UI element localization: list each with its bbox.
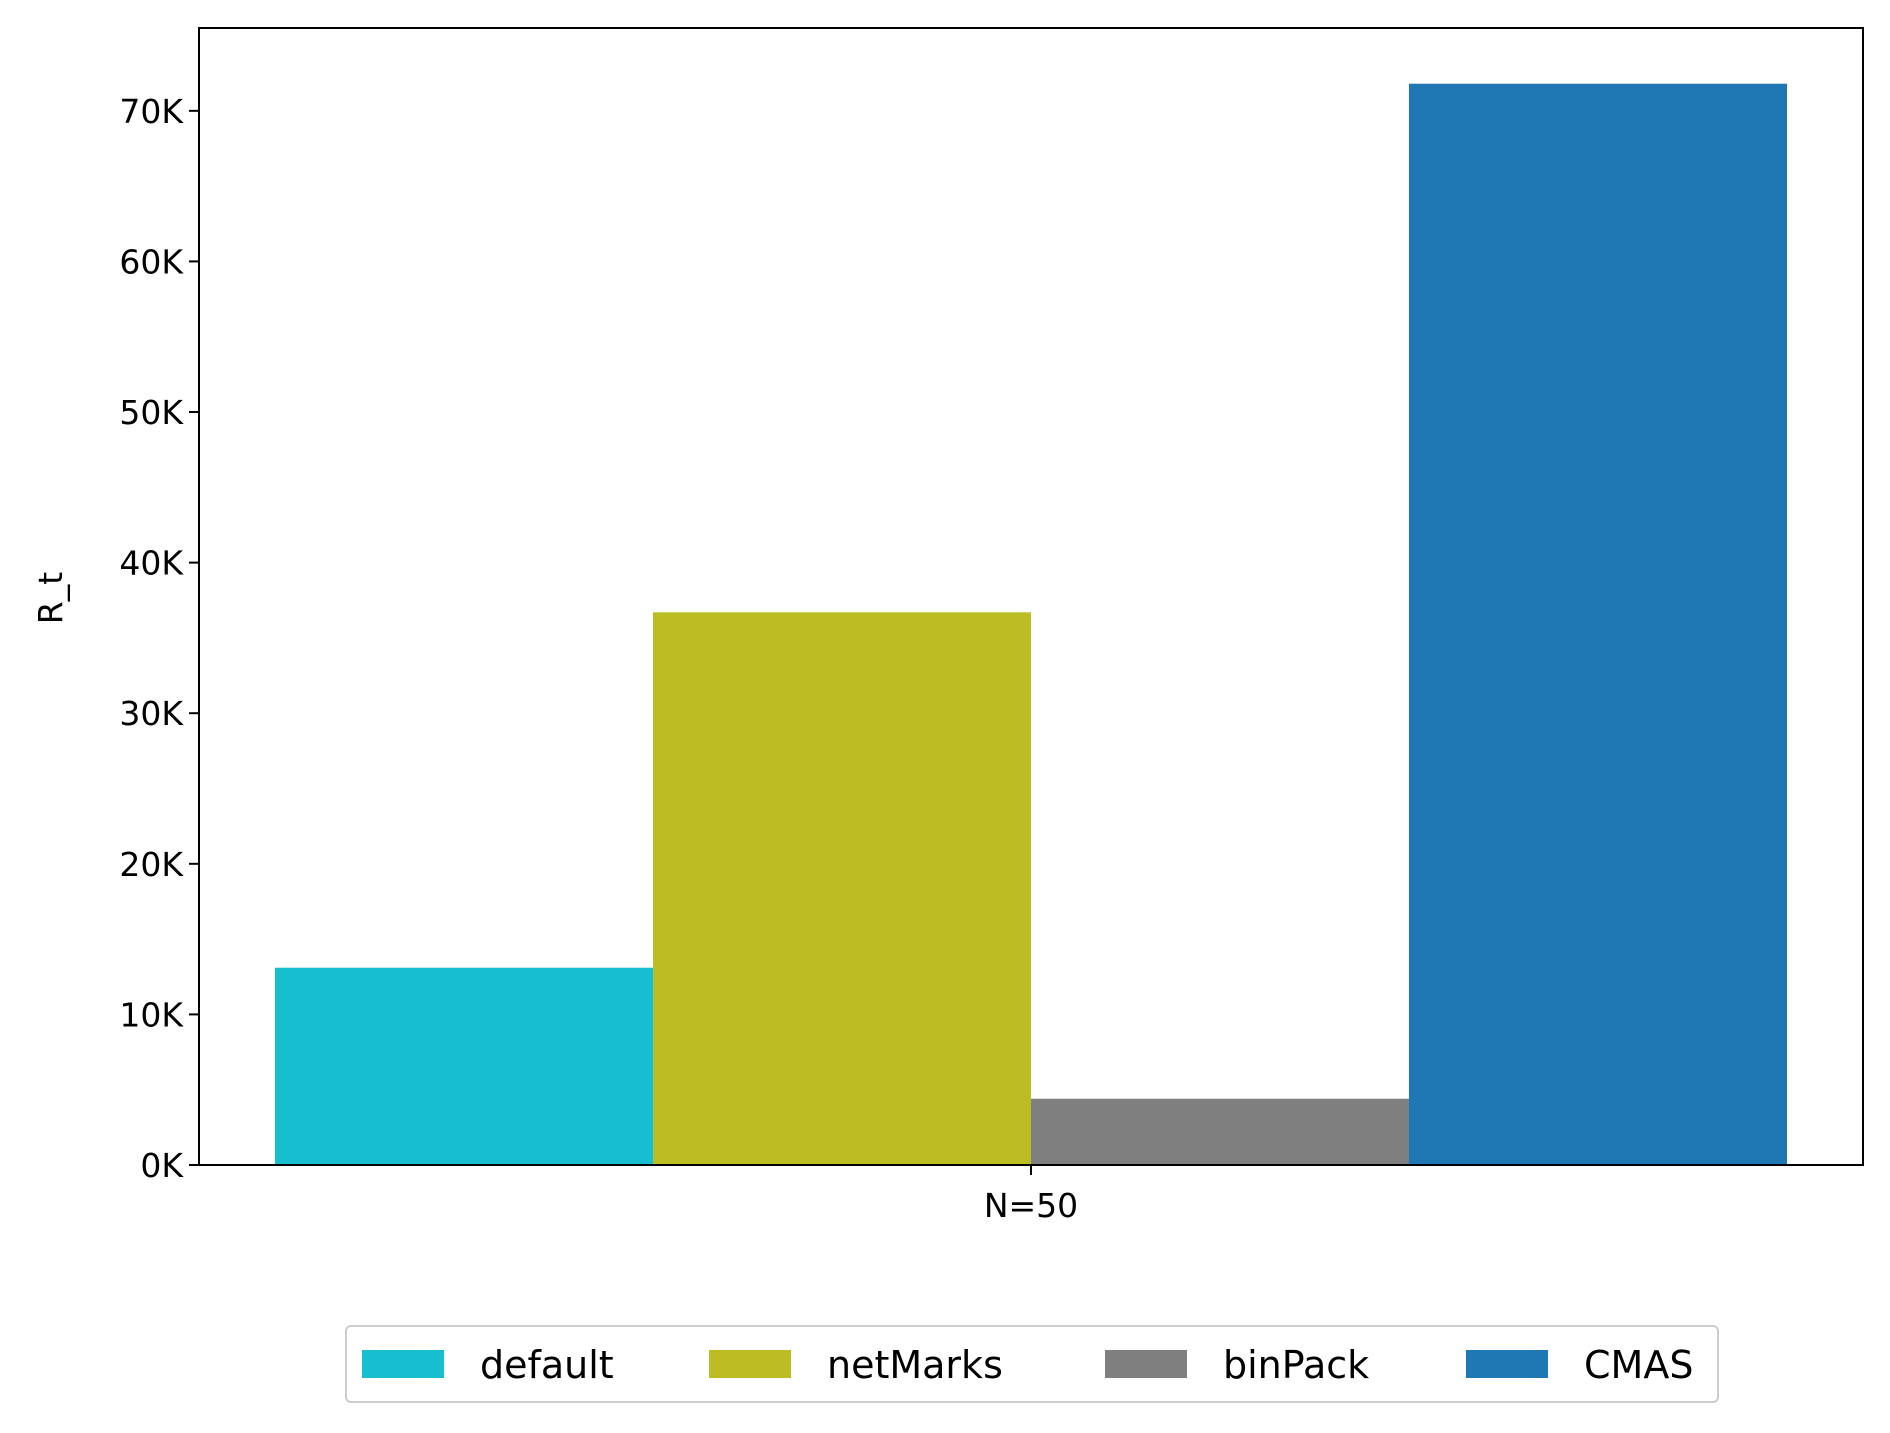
bar-binpack-0 [1031,1098,1409,1165]
bar-default-0 [275,967,653,1165]
bars-layer [275,83,1787,1165]
bar-cmas-0 [1409,83,1787,1165]
legend-frame [345,1325,1719,1403]
y-tick-label: 20K [119,845,184,884]
y-axis: 0K 10K 20K 30K 40K 50K 60K 70K [119,92,199,1185]
legend-label-default: default [480,1343,614,1387]
bar-netmarks-0 [653,612,1031,1165]
legend-label-binpack: binPack [1223,1343,1369,1387]
y-tick-label: 0K [140,1146,184,1185]
legend-swatch-cmas [1466,1350,1548,1378]
legend-label-netmarks: netMarks [827,1343,1003,1387]
y-axis-label: R_t [31,572,70,624]
legend: default netMarks binPack CMAS [345,1325,1719,1403]
legend-swatch-binpack [1105,1350,1187,1378]
y-tick-label: 70K [119,92,184,131]
x-axis: N=50 [984,1165,1078,1225]
legend-label-cmas: CMAS [1584,1343,1693,1387]
y-tick-label: 40K [119,544,184,583]
y-tick-label: 10K [119,995,184,1034]
legend-swatch-netmarks [709,1350,791,1378]
x-tick-label: N=50 [984,1186,1078,1225]
legend-swatch-default [362,1350,444,1378]
y-tick-label: 50K [119,393,184,432]
y-tick-label: 60K [119,242,184,281]
y-tick-label: 30K [119,694,184,733]
